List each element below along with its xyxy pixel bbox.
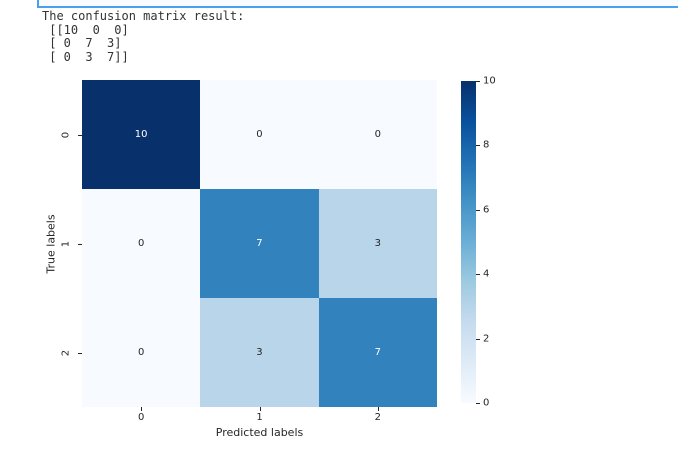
colorbar-tick-mark bbox=[476, 403, 480, 404]
colorbar-tick-mark bbox=[476, 209, 480, 211]
x-axis-label: Predicted labels bbox=[215, 426, 304, 439]
console-output: The confusion matrix result: [[10 0 0] [… bbox=[42, 9, 245, 64]
heatmap-cell-r0c0: 10 bbox=[82, 80, 201, 189]
y-tick-mark bbox=[78, 134, 82, 136]
x-tick-label: 2 bbox=[374, 412, 382, 423]
colorbar-tick-label: 4 bbox=[483, 268, 490, 280]
x-tick-mark bbox=[377, 407, 379, 411]
y-axis-label: True labels bbox=[44, 213, 58, 274]
colorbar-tick-mark bbox=[476, 145, 480, 147]
heatmap-cell-r1c2: 3 bbox=[318, 189, 437, 298]
colorbar-tick-mark bbox=[476, 274, 480, 276]
y-tick-label: 2 bbox=[60, 349, 72, 356]
cell-annotation: 0 bbox=[256, 129, 263, 140]
heatmap-cell-r2c2: 7 bbox=[318, 298, 437, 407]
heatmap-cell-r1c1: 7 bbox=[200, 189, 319, 298]
x-tick-mark bbox=[141, 407, 143, 411]
cell-annotation: 0 bbox=[137, 347, 145, 358]
x-tick-label: 1 bbox=[256, 412, 263, 423]
colorbar-tick-label: 6 bbox=[483, 204, 490, 216]
confusion-matrix-figure: 10 0 0 0 7 3 0 3 7 0 1 2 0 1 2 Predicted labels True… bbox=[45, 76, 496, 440]
colorbar-tick-label: 0 bbox=[483, 397, 490, 409]
heatmap-cell-r1c0: 0 bbox=[82, 189, 201, 298]
y-tick-mark bbox=[78, 243, 82, 245]
cell-annotation: 7 bbox=[374, 347, 382, 358]
colorbar-tick-label: 2 bbox=[483, 333, 490, 345]
heatmap-cell-r0c2: 0 bbox=[318, 80, 437, 189]
cell-annotation: 3 bbox=[374, 238, 382, 249]
heatmap-cell-r2c1: 3 bbox=[200, 298, 319, 407]
y-tick-label: 0 bbox=[60, 131, 72, 138]
heatmap-cell-r0c1: 0 bbox=[200, 80, 319, 189]
cell-annotation: 0 bbox=[374, 129, 382, 140]
code-cell-bottom-border bbox=[37, 0, 678, 8]
y-tick-mark bbox=[78, 352, 82, 354]
x-tick-label: 0 bbox=[137, 412, 145, 423]
cell-annotation: 3 bbox=[256, 347, 263, 358]
cell-annotation: 10 bbox=[134, 129, 148, 140]
colorbar: 0 2 4 6 8 10 bbox=[461, 76, 496, 409]
heatmap-cell-r2c0: 0 bbox=[82, 298, 201, 407]
cell-annotation: 0 bbox=[137, 238, 145, 249]
y-tick-label: 1 bbox=[60, 240, 72, 247]
colorbar-tick-mark bbox=[476, 338, 480, 340]
x-tick-mark bbox=[259, 407, 261, 411]
heatmap-grid: 10 0 0 0 7 3 0 3 7 bbox=[82, 80, 437, 407]
colorbar-tick-mark bbox=[476, 81, 480, 82]
colorbar-tick-label: 8 bbox=[483, 139, 490, 151]
colorbar-tick-label: 10 bbox=[483, 75, 496, 87]
cell-annotation: 7 bbox=[256, 238, 263, 249]
